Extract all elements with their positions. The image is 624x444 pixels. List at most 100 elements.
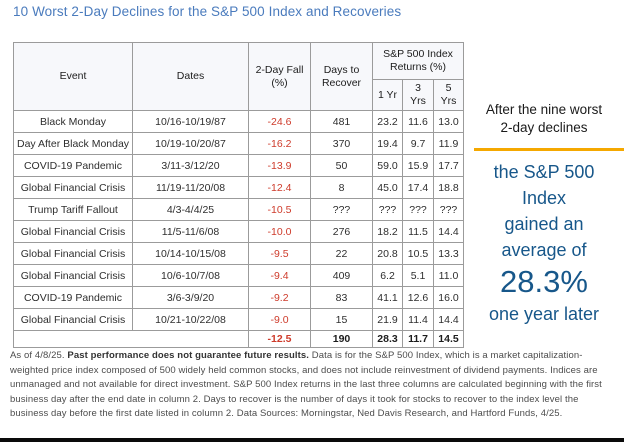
return-3yr-cell: 10.5	[402, 242, 434, 266]
recover-cell: 83	[310, 286, 373, 310]
dates-cell: 3/11-3/12/20	[132, 154, 249, 178]
footnote-bold: Past performance does not guarantee futu…	[67, 350, 309, 361]
orange-divider	[474, 148, 624, 151]
callout-intro-line2: 2-day declines	[500, 120, 588, 135]
return-5yr-cell: 14.4	[433, 220, 464, 244]
recover-cell: 50	[310, 154, 373, 178]
fall-cell: -16.2	[248, 132, 311, 156]
return-5yr-cell: ???	[433, 198, 464, 222]
fall-cell: -12.4	[248, 176, 311, 200]
dates-cell: 4/3-4/4/25	[132, 198, 249, 222]
table-row: Trump Tariff Fallout 4/3-4/4/25 -10.5?????…	[13, 198, 464, 222]
table-row: Global Financial Crisis 10/6-10/7/08 -9.4 4…	[13, 264, 464, 288]
summary-3yr-cell: 11.7	[402, 330, 434, 349]
callout-big-value: 28.3%	[500, 264, 588, 299]
event-cell: Black Monday	[13, 110, 133, 134]
fall-cell: -24.6	[248, 110, 311, 134]
return-3yr-cell: 11.5	[402, 220, 434, 244]
declines-table: Event Dates 2-Day Fall (%) Days to Recov…	[13, 41, 464, 349]
event-cell: COVID-19 Pandemic	[13, 286, 133, 310]
dates-cell: 10/21-10/22/08	[132, 308, 249, 332]
return-3yr-cell: 15.9	[402, 154, 434, 178]
return-5yr-cell: 11.9	[433, 132, 464, 156]
table-row: Day After Black Monday 10/19-10/20/87 -16.…	[13, 132, 464, 156]
table-row: Global Financial Crisis 10/14-10/15/08 -9.…	[13, 242, 464, 266]
summary-5yr-cell: 14.5	[433, 330, 464, 349]
return-1yr-cell: ???	[372, 198, 403, 222]
return-1yr-cell: 23.2	[372, 110, 403, 134]
recover-cell: 276	[310, 220, 373, 244]
event-cell: Global Financial Crisis	[13, 220, 133, 244]
header-event: Event	[13, 41, 133, 112]
summary-1yr-cell: 28.3	[372, 330, 403, 349]
fall-cell: -9.0	[248, 308, 311, 332]
header-row-main: Event Dates 2-Day Fall (%) Days to Recov…	[13, 41, 464, 112]
return-5yr-cell: 14.4	[433, 308, 464, 332]
event-cell: Trump Tariff Fallout	[13, 198, 133, 222]
disclaimer-footnote: As of 4/8/25. Past performance does not …	[10, 349, 616, 422]
footnote-prefix: As of 4/8/25.	[10, 350, 68, 361]
fall-cell: -9.5	[248, 242, 311, 266]
return-3yr-cell: 12.6	[402, 286, 434, 310]
dates-cell: 10/6-10/7/08	[132, 264, 249, 288]
recover-cell: 409	[310, 264, 373, 288]
return-1yr-cell: 6.2	[372, 264, 403, 288]
return-3yr-cell: 5.1	[402, 264, 434, 288]
table-row: COVID-19 Pandemic 3/11-3/12/20 -13.9 50 59.0…	[13, 154, 464, 178]
recover-cell: 370	[310, 132, 373, 156]
event-cell: Global Financial Crisis	[13, 264, 133, 288]
header-3yrs: 3 Yrs	[402, 78, 434, 112]
event-cell: Global Financial Crisis	[13, 308, 133, 332]
dates-cell: 10/16-10/19/87	[132, 110, 249, 134]
callout-line-1: the S&P 500	[493, 162, 595, 182]
callout-line-2: Index	[521, 188, 567, 208]
recover-cell: 15	[310, 308, 373, 332]
dates-cell: 10/14-10/15/08	[132, 242, 249, 266]
recover-cell: ???	[310, 198, 373, 222]
summary-recover-cell: 190	[310, 330, 373, 349]
table-row: COVID-19 Pandemic 3/6-3/9/20 -9.2 83 41.1 12.…	[13, 286, 464, 310]
callout-outro: one year later	[488, 304, 600, 324]
table-body: Black Monday 10/16-10/19/87 -24.6 481 23.2 11…	[13, 110, 464, 332]
return-5yr-cell: 18.8	[433, 176, 464, 200]
callout-line-3: gained an	[504, 214, 584, 234]
recover-cell: 8	[310, 176, 373, 200]
return-5yr-cell: 13.3	[433, 242, 464, 266]
fall-cell: -13.9	[248, 154, 311, 178]
return-1yr-cell: 59.0	[372, 154, 403, 178]
page-title: 10 Worst 2-Day Declines for the S&P 500 …	[13, 4, 402, 19]
dates-cell: 10/19-10/20/87	[132, 132, 249, 156]
dates-cell: 3/6-3/9/20	[132, 286, 249, 310]
return-5yr-cell: 16.0	[433, 286, 464, 310]
fall-cell: -10.0	[248, 220, 311, 244]
footnote-rest: Data is for the S&P 500 Index, which is …	[10, 350, 602, 420]
return-1yr-cell: 21.9	[372, 308, 403, 332]
table-row: Global Financial Crisis 11/5-11/6/08 -10.0…	[13, 220, 464, 244]
event-cell: Day After Black Monday	[13, 132, 133, 156]
header-dates: Dates	[132, 41, 249, 112]
header-1yr: 1 Yr	[372, 78, 403, 112]
header-returns-group: S&P 500 Index Returns (%)	[372, 42, 464, 80]
header-row-sub: 1 Yr 3 Yrs 5 Yrs	[14, 78, 464, 112]
callout-intro-line1: After the nine worst	[485, 102, 603, 117]
table-row: Black Monday 10/16-10/19/87 -24.6 481 23.2 11…	[13, 110, 464, 134]
return-1yr-cell: 20.8	[372, 242, 403, 266]
event-cell: Global Financial Crisis	[13, 242, 133, 266]
return-1yr-cell: 45.0	[372, 176, 403, 200]
summary-fall-cell: -12.5	[248, 330, 311, 349]
return-3yr-cell: ???	[402, 198, 434, 222]
table-row: Global Financial Crisis 10/21-10/22/08 -9.…	[13, 308, 464, 332]
table-row: Global Financial Crisis 11/19-11/20/08 -12…	[13, 176, 464, 200]
header-5yrs: 5 Yrs	[433, 78, 464, 112]
dates-cell: 11/19-11/20/08	[132, 176, 249, 200]
return-1yr-cell: 41.1	[372, 286, 403, 310]
return-3yr-cell: 11.4	[402, 308, 434, 332]
return-3yr-cell: 11.6	[402, 110, 434, 134]
dates-cell: 11/5-11/6/08	[132, 220, 249, 244]
table-footer: -12.5 190 28.3 11.7 14.5	[13, 330, 464, 349]
event-cell: COVID-19 Pandemic	[13, 154, 133, 178]
summary-label-cell	[13, 330, 249, 349]
header-fall: 2-Day Fall (%)	[248, 41, 311, 112]
return-1yr-cell: 19.4	[372, 132, 403, 156]
